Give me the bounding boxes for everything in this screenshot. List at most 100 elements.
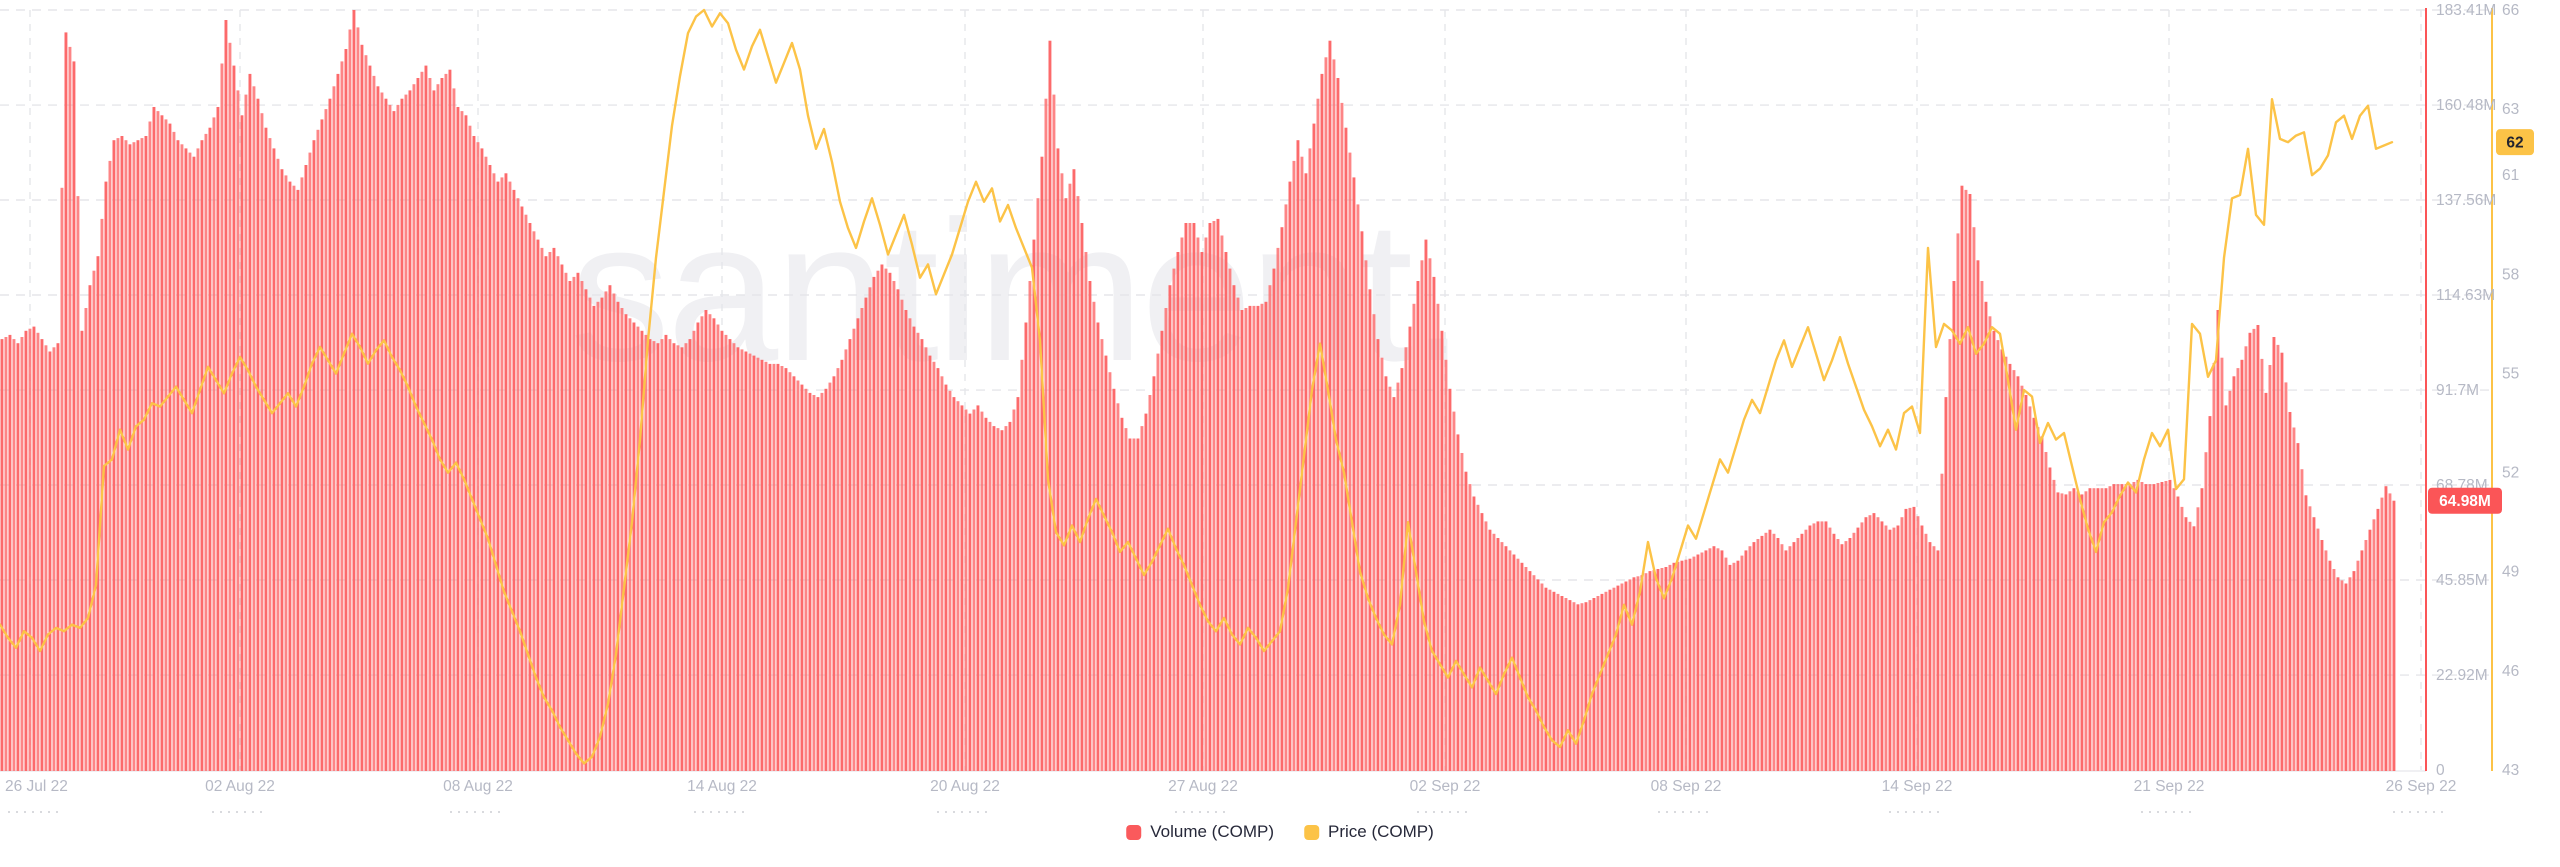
volume-bar	[1368, 289, 1372, 771]
volume-bar	[2220, 357, 2224, 771]
volume-bar	[40, 339, 44, 771]
x-axis-tick-label: 27 Aug 22	[1168, 778, 1238, 795]
volume-bar	[816, 397, 820, 771]
volume-bar	[1888, 529, 1892, 771]
volume-bar	[2280, 352, 2284, 771]
volume-bar	[888, 272, 892, 771]
volume-bar	[484, 156, 488, 771]
volume-bar	[1912, 506, 1916, 771]
volume-bar	[1792, 542, 1796, 771]
volume-bar	[744, 351, 748, 771]
volume-bar	[52, 347, 56, 771]
volume-bar	[1668, 564, 1672, 771]
volume-bar	[2292, 427, 2296, 771]
volume-bar	[2364, 540, 2368, 771]
volume-bar	[2200, 488, 2204, 771]
volume-bar	[1096, 322, 1100, 771]
volume-bar	[864, 297, 868, 771]
volume-bar	[1588, 600, 1592, 771]
volume-bar	[148, 121, 152, 771]
volume-bar	[824, 388, 828, 771]
volume-bar	[204, 133, 208, 771]
volume-bar	[2136, 479, 2140, 771]
volume-bar	[1896, 525, 1900, 771]
volume-bar	[1376, 339, 1380, 771]
volume-bar	[652, 341, 656, 771]
volume-bar	[1728, 564, 1732, 771]
volume-bar	[2156, 483, 2160, 771]
volume-bar	[1916, 516, 1920, 771]
volume-axis-tick-label: 160.48M	[2436, 97, 2496, 114]
volume-bar	[540, 247, 544, 771]
volume-bar	[300, 177, 304, 771]
volume-bar	[2212, 363, 2216, 771]
volume-bar	[1012, 409, 1016, 771]
volume-bar	[2112, 484, 2116, 771]
volume-bar	[868, 287, 872, 771]
volume-bar	[1984, 301, 1988, 771]
volume-bar	[736, 347, 740, 771]
volume-bar	[2088, 488, 2092, 771]
volume-bar	[1524, 567, 1528, 771]
legend-item-price[interactable]: Price (COMP)	[1303, 822, 1434, 842]
volume-bar	[944, 384, 948, 771]
volume-bar	[1692, 556, 1696, 771]
volume-bar	[1340, 102, 1344, 771]
volume-bar	[1352, 177, 1356, 771]
volume-bar	[604, 291, 608, 771]
volume-bar	[932, 361, 936, 771]
volume-bar	[580, 281, 584, 771]
volume-bar	[32, 326, 36, 771]
volume-bar	[980, 411, 984, 771]
volume-bar	[2296, 443, 2300, 771]
volume-bar	[1716, 548, 1720, 771]
volume-bar	[1148, 395, 1152, 771]
volume-bar	[2356, 560, 2360, 771]
legend-label-volume: Volume (COMP)	[1150, 822, 1274, 841]
volume-bar	[2276, 344, 2280, 771]
volume-bar	[2012, 370, 2016, 771]
volume-bar	[236, 90, 240, 771]
legend-item-volume[interactable]: Volume (COMP)	[1126, 822, 1274, 842]
volume-bar	[676, 345, 680, 771]
price-axis-tick-label: 46	[2502, 663, 2519, 680]
volume-bar	[772, 363, 776, 771]
volume-bar	[424, 65, 428, 772]
volume-bar	[208, 127, 212, 771]
x-axis-tick-label: 14 Aug 22	[687, 778, 757, 795]
volume-bar	[352, 10, 356, 771]
volume-bar	[1292, 160, 1296, 771]
x-axis-tick-label: 20 Aug 22	[930, 778, 1000, 795]
volume-bar	[144, 136, 148, 771]
volume-bar	[940, 376, 944, 771]
volume-bar	[2272, 337, 2276, 771]
volume-bar	[1700, 552, 1704, 771]
volume-bar	[844, 349, 848, 771]
volume-bar	[512, 189, 516, 771]
volume-bar	[1940, 473, 1944, 771]
volume-bar	[2312, 517, 2316, 771]
volume-bar	[2340, 580, 2344, 771]
volume-bar	[1236, 297, 1240, 771]
volume-bar	[1388, 386, 1392, 771]
volume-bar	[272, 148, 276, 771]
volume-bar	[1996, 340, 2000, 771]
volume-bar	[568, 281, 572, 771]
volume-bar	[1736, 560, 1740, 771]
volume-bar	[1600, 593, 1604, 771]
volume-bar	[748, 353, 752, 771]
volume-bar	[700, 316, 704, 771]
volume-bar	[724, 334, 728, 771]
volume-bar	[572, 276, 576, 771]
volume-bar	[136, 140, 140, 771]
volume-bar	[1572, 602, 1576, 771]
volume-bar	[264, 127, 268, 771]
volume-bar	[2336, 577, 2340, 771]
volume-bar	[1800, 533, 1804, 771]
volume-bar	[1576, 604, 1580, 771]
volume-bar	[532, 231, 536, 772]
volume-bar	[1796, 538, 1800, 771]
volume-bar	[2132, 482, 2136, 771]
volume-bar	[1020, 359, 1024, 771]
